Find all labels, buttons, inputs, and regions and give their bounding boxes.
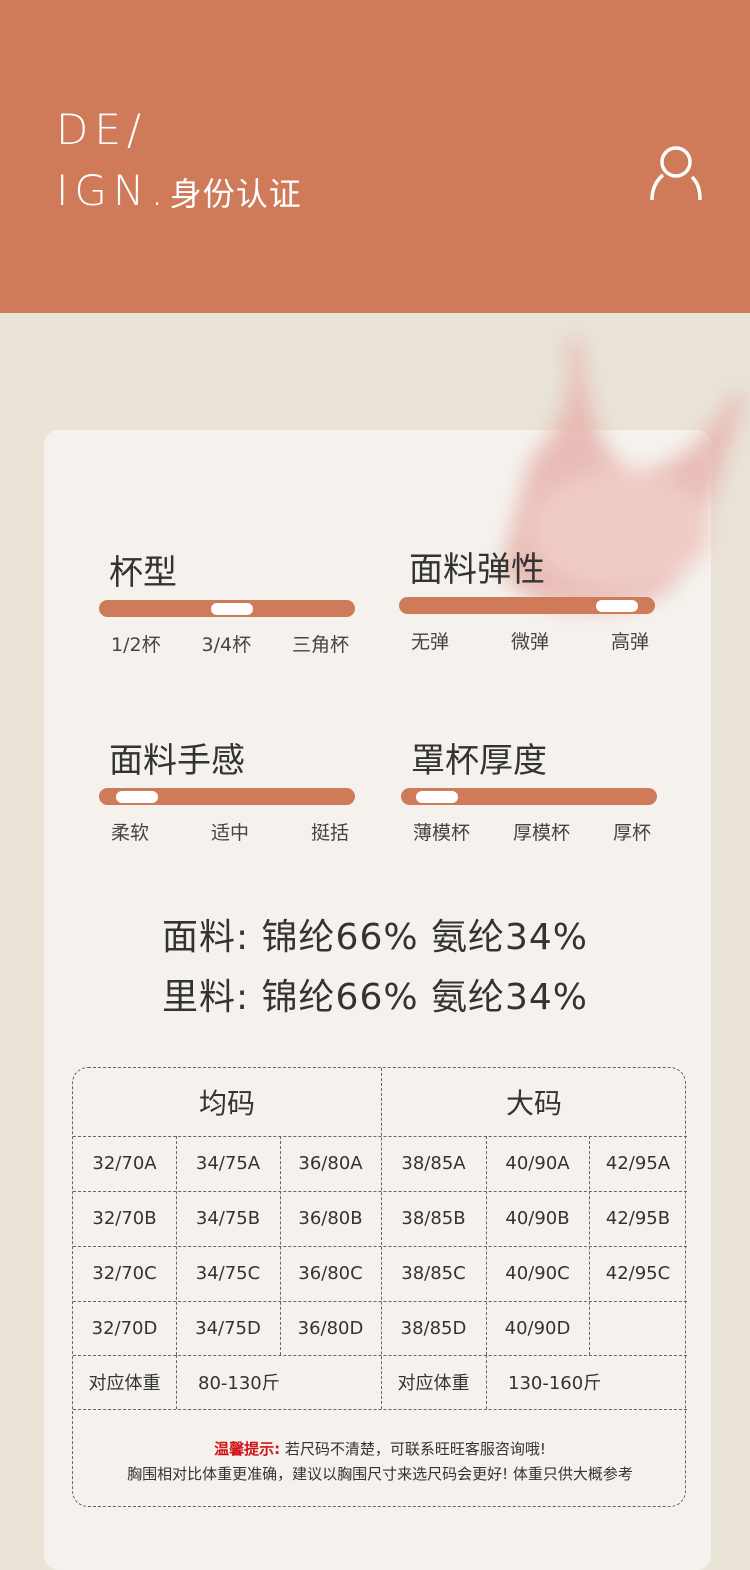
size-cell: 36/80D [297,1317,364,1339]
slider-label: 挺括 [310,822,349,844]
size-cell: 34/75B [195,1208,261,1229]
header-line2: IGN.身份认证 [56,166,302,215]
slider-knob[interactable] [116,791,159,803]
size-cell: 40/90A [505,1153,570,1174]
header-banner: DE/ IGN.身份认证 [0,0,750,313]
slider-label: 厚模杯 [512,822,570,844]
slider-title: 面料弹性 [409,550,545,590]
row-divider [73,1246,687,1247]
outer-fabric-composition: 面料: 锦纶66% 氨纶34% [161,917,589,958]
slider-track[interactable] [99,788,355,805]
tip-text: 若尺码不清楚，可联系旺旺客服咨询哦! [284,1440,546,1458]
slider-labels: 薄模杯 厚模杯 厚杯 [401,818,657,845]
row-divider [73,1355,687,1356]
size-cell: 32/70A [92,1153,157,1174]
row-divider [73,1191,687,1192]
size-cell: 34/75C [195,1263,261,1284]
size-cell: 42/95B [605,1208,671,1229]
slider-label: 微弹 [510,631,549,653]
slider-title: 面料手感 [109,741,245,781]
col-divider [589,1136,590,1355]
col-divider [381,1068,382,1409]
size-cell: 42/95C [605,1263,671,1284]
size-cell [589,1301,687,1355]
size-cell: 34/75D [195,1317,261,1339]
slider-label: 3/4杯 [201,634,252,656]
slider-label: 无弹 [411,631,450,653]
size-cell: 34/75A [195,1153,261,1174]
slider-labels: 柔软 适中 挺括 [99,818,355,845]
col-divider [280,1136,281,1355]
slider-knob[interactable] [211,603,254,615]
slider-track[interactable] [399,597,655,614]
col-divider [486,1136,487,1355]
slider-label: 厚杯 [612,822,651,844]
col-divider [486,1355,487,1409]
weight-large: 130-160斤 [508,1373,602,1394]
weight-label-regular: 对应体重 [88,1373,161,1394]
slider-label: 柔软 [111,822,150,844]
header-line1: DE/ [56,105,148,154]
header-ign: IGN. [56,166,170,215]
size-cell: 38/85D [400,1317,467,1339]
slider-title: 杯型 [109,553,177,593]
size-cell: 40/90C [505,1263,570,1284]
size-cell: 32/70B [92,1208,157,1229]
size-cell: 36/80C [298,1263,363,1284]
info-card [44,430,711,1570]
size-cell: 36/80B [298,1208,363,1229]
slider-label: 薄模杯 [413,822,471,844]
size-cell: 40/90D [504,1317,571,1339]
row-divider [73,1136,687,1137]
size-cell: 42/95A [605,1153,671,1174]
slider-label: 适中 [210,822,249,844]
tip-line2: 胸围相对比体重更准确，建议以胸围尺寸来选尺码会更好! 体重只供大概参考 [127,1465,633,1483]
slider-knob[interactable] [415,791,458,803]
group-header-regular: 均码 [198,1087,255,1120]
col-divider [176,1136,177,1355]
slider-labels: 无弹 微弹 高弹 [399,627,655,654]
size-cell: 38/85B [401,1208,466,1229]
group-header-large: 大码 [505,1087,562,1120]
size-cell: 36/80A [298,1153,363,1174]
size-cell: 40/90B [505,1208,570,1229]
slider-track[interactable] [401,788,657,805]
slider-label: 三角杯 [291,634,349,656]
tip-label: 温馨提示: [214,1440,281,1458]
header-title: 身份认证 [169,175,302,213]
slider-title: 罩杯厚度 [411,741,547,781]
slider-label: 1/2杯 [111,634,161,656]
slider-label: 高弹 [610,631,649,653]
size-cell: 38/85A [401,1153,466,1174]
user-icon [650,146,702,201]
row-divider [73,1301,687,1302]
weight-label-large: 对应体重 [397,1373,470,1394]
row-divider [73,1409,687,1410]
slider-knob[interactable] [595,600,638,612]
size-cell: 38/85C [401,1263,466,1284]
weight-regular: 80-130斤 [198,1373,280,1394]
size-cell: 32/70C [92,1263,157,1284]
size-table: 均码 大码 32/70A 34/75A 36/80A 38/85A 40/90A 42/95A… [72,1067,687,1507]
col-divider [176,1355,177,1409]
size-cell: 32/70D [91,1317,158,1339]
slider-labels: 1/2杯 3/4杯 三角杯 [99,630,355,657]
lining-composition: 里料: 锦纶66% 氨纶34% [161,977,589,1018]
tip-line1: 温馨提示: 若尺码不清楚，可联系旺旺客服咨询哦! [73,1438,687,1459]
